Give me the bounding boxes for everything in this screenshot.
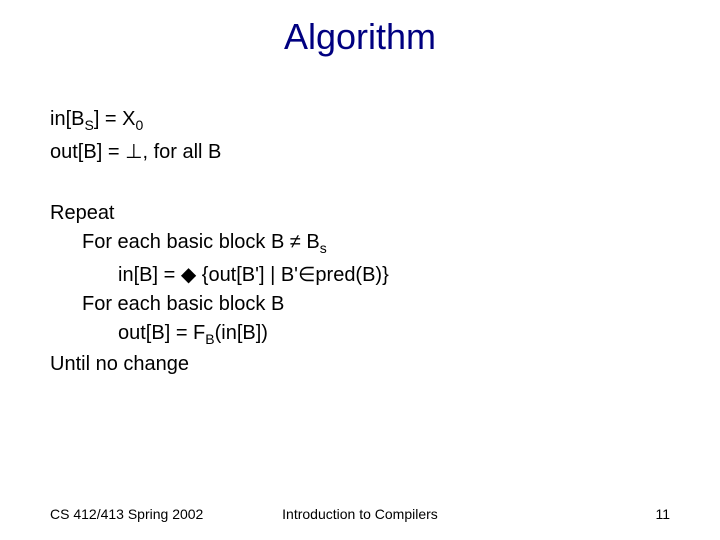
l4-sub: s xyxy=(320,240,327,256)
footer-center-text: Introduction to Compilers xyxy=(282,506,438,522)
l7-sub: B xyxy=(205,331,214,347)
l6: For each basic block B xyxy=(82,293,284,315)
title-text: Algorithm xyxy=(284,16,436,57)
l7-post: (in[B]) xyxy=(215,322,268,344)
l5-in: ∈ xyxy=(298,264,315,286)
line-6: For each basic block B xyxy=(82,293,389,316)
l4-post: B xyxy=(301,231,320,253)
l3: Repeat xyxy=(50,202,115,224)
l2-pre: out[B] = xyxy=(50,141,125,163)
line-4: For each basic block B ≠ Bs xyxy=(82,231,389,256)
l1-sub2: 0 xyxy=(136,117,144,133)
line-1: in[BS] = X0 xyxy=(50,108,389,133)
l4-pre: For each basic block B xyxy=(82,231,290,253)
footer-center: Introduction to Compilers xyxy=(0,506,720,522)
l7-pre: out[B] = F xyxy=(118,322,205,344)
l5-pre: in[B] = xyxy=(118,264,181,286)
l5-end: pred(B)} xyxy=(315,264,388,286)
slide-body: in[BS] = X0 out[B] = ⊥, for all B Repeat… xyxy=(50,108,389,376)
l1-post: ] = X xyxy=(94,108,136,130)
l8: Until no change xyxy=(50,353,189,375)
l1-sub: S xyxy=(84,117,93,133)
line-8: Until no change xyxy=(50,353,389,376)
line-7: out[B] = FB(in[B]) xyxy=(118,322,389,347)
footer-right: 11 xyxy=(655,506,670,522)
l1-pre: in[B xyxy=(50,108,84,130)
l5-post: {out[B'] | B' xyxy=(196,264,298,286)
l2-post: , for all B xyxy=(142,141,221,163)
footer-right-text: 11 xyxy=(655,506,670,522)
line-3: Repeat xyxy=(50,202,389,225)
l4-neq: ≠ xyxy=(290,231,301,253)
line-2: out[B] = ⊥, for all B xyxy=(50,139,389,164)
slide-title: Algorithm xyxy=(0,16,720,58)
slide: Algorithm in[BS] = X0 out[B] = ⊥, for al… xyxy=(0,0,720,540)
l5-sym: ◆ xyxy=(181,264,196,286)
line-5: in[B] = ◆ {out[B'] | B'∈pred(B)} xyxy=(118,262,389,287)
l2-sym: ⊥ xyxy=(125,141,142,163)
